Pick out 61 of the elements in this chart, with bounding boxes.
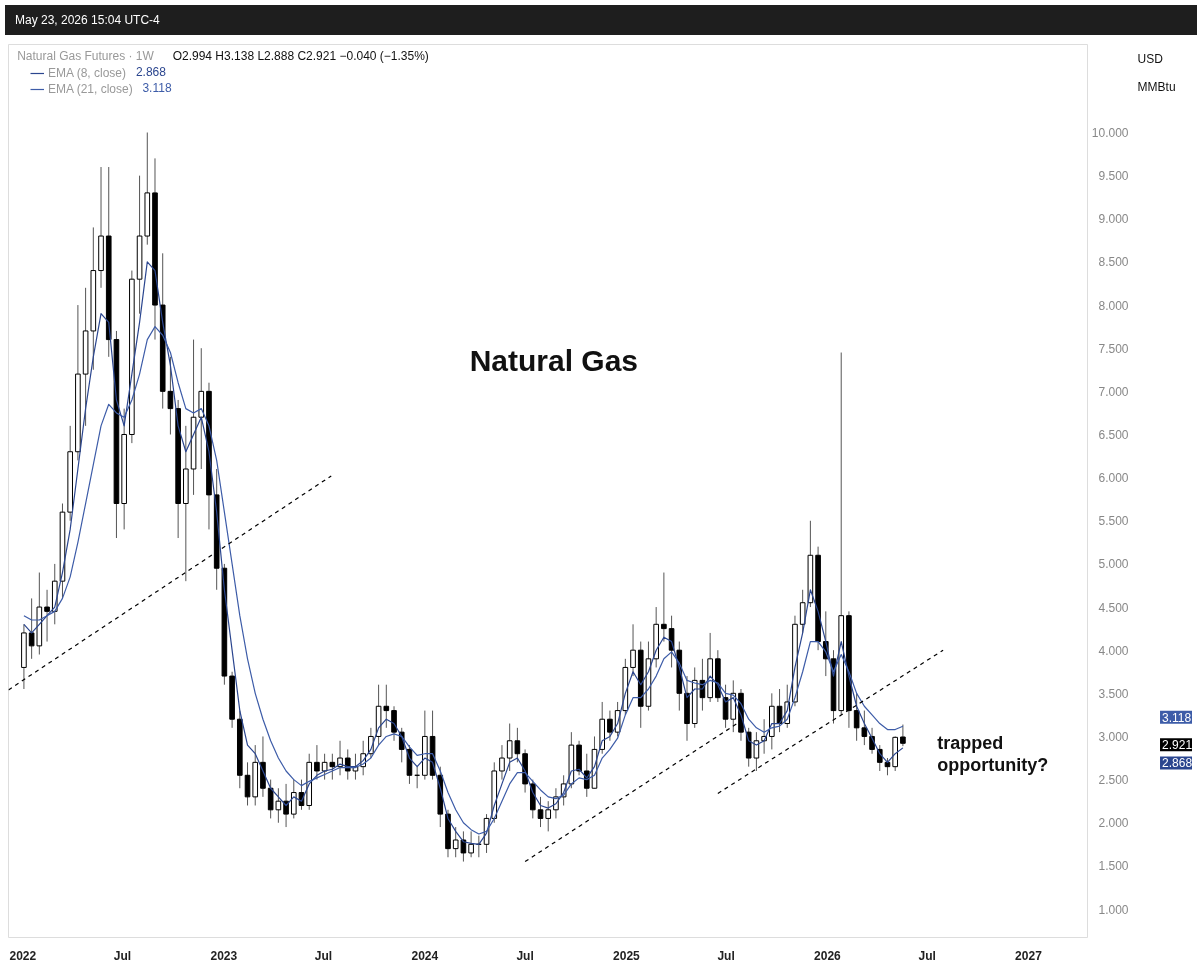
y-tick-label: 5.000 <box>1098 557 1129 572</box>
annotation: trapped opportunity? <box>937 733 1049 776</box>
candlestick <box>861 710 868 746</box>
y-tick-label: 4.500 <box>1098 600 1129 615</box>
x-tick-label: Jul <box>717 948 735 963</box>
y-tick-label: 2.000 <box>1098 816 1129 831</box>
text: Natural Gas <box>469 344 639 378</box>
candlestick <box>545 800 552 832</box>
annotation: 2.868 <box>135 65 167 80</box>
text: 2.921 <box>1162 738 1193 753</box>
candlestick <box>468 830 474 858</box>
x-tick-label: Jul <box>516 948 534 963</box>
y-tick-label: 6.000 <box>1098 471 1129 486</box>
x-tick-label: 2027 <box>1015 948 1043 963</box>
candlestick <box>900 724 906 747</box>
x-tick-label: Jul <box>113 948 132 963</box>
candlestick <box>537 796 544 828</box>
legend-label: EMA (8, close) <box>48 66 127 80</box>
y-tick-label: 7.500 <box>1098 341 1129 356</box>
y-tick-label: 1.000 <box>1098 902 1129 917</box>
y-tick-label: 8.000 <box>1098 298 1129 313</box>
y-tick-label: 3.000 <box>1098 729 1129 744</box>
y-tick-label: 5.500 <box>1098 514 1129 529</box>
candlestick <box>290 779 297 819</box>
legend-label: EMA (21, close) <box>48 82 133 96</box>
y-tick-label: 10.000 <box>1091 126 1129 141</box>
annotation: 3.118 <box>142 80 172 95</box>
candlestick <box>607 710 613 742</box>
y-tick-label: 9.000 <box>1098 212 1129 227</box>
x-tick-label: Jul <box>918 948 936 963</box>
annotation: O2.994 H3.138 L2.888 C2.921 −0.040 (−1.35%) <box>172 48 429 63</box>
candlestick <box>391 705 397 742</box>
text: 3.118 <box>1162 710 1192 725</box>
text: 2.868 <box>1162 756 1193 771</box>
text: May 23, 2026 15:04 UTC-4 <box>15 12 160 29</box>
y-tick-label: 9.500 <box>1098 169 1129 184</box>
candlestick <box>283 783 289 828</box>
x-tick-label: 2022 <box>9 948 37 963</box>
x-tick-label: 2023 <box>210 948 238 963</box>
x-tick-label: 2025 <box>613 948 641 963</box>
candlestick <box>44 589 50 643</box>
candlestick <box>630 623 636 677</box>
y-tick-label: 2.500 <box>1098 773 1129 788</box>
y-tick-label: 8.500 <box>1098 255 1129 270</box>
y-tick-label: 4.000 <box>1098 643 1129 658</box>
candlestick <box>499 744 505 781</box>
x-tick-label: 2026 <box>814 948 842 963</box>
candlestick <box>661 572 667 643</box>
candlestick <box>668 615 675 668</box>
chart-subtitle: Natural Gas Futures · 1W <box>17 48 155 63</box>
y-tick-label: 1.500 <box>1098 859 1129 874</box>
candlestick <box>314 744 320 781</box>
candlestick <box>337 740 343 776</box>
y-tick-label: 6.500 <box>1098 427 1129 442</box>
candlestick <box>244 761 251 806</box>
x-tick-label: Jul <box>314 948 333 963</box>
x-tick-label: 2024 <box>411 948 439 963</box>
y-tick-label: 3.500 <box>1098 686 1129 701</box>
y-tick-label: 7.000 <box>1098 384 1129 399</box>
candlestick <box>853 692 860 742</box>
y-axis-title: USD MMBtu <box>1137 51 1176 94</box>
